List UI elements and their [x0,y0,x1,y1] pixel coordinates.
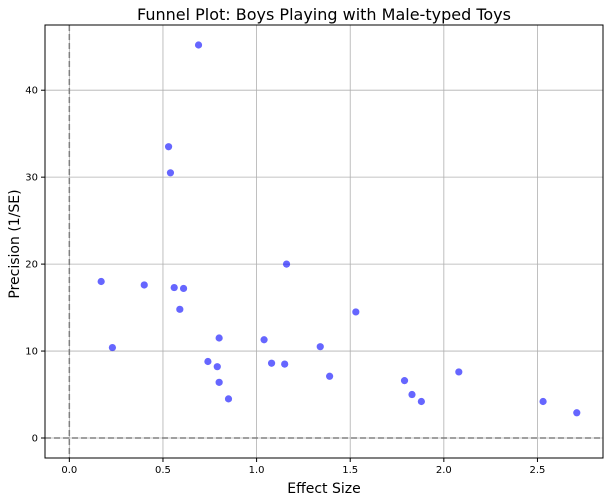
x-tick-label: 1.5 [342,465,358,476]
data-point [215,378,223,386]
plot-frame [44,24,604,459]
y-axis-label: Precision (1/SE) [7,189,23,298]
plot-area: 0.0 0.5 1.0 1.5 2.0 2.5 0 10 20 30 40 [25,24,604,476]
data-point [326,372,334,380]
data-point [539,397,547,406]
data-point [267,359,276,367]
data-point [224,395,233,403]
data-point [573,409,581,417]
data-point [179,284,188,293]
data-point [170,283,178,292]
data-point [408,390,416,399]
data-point [352,308,360,316]
x-tick-label: 0.5 [155,465,171,476]
data-point [108,343,117,352]
data-point [215,334,223,342]
y-tick-label: 30 [25,173,38,184]
data-point [166,169,175,177]
data-point [282,260,291,268]
x-tick-label: 1.0 [249,465,265,476]
y-tick-label: 20 [25,260,38,271]
y-tick-label: 0 [32,434,38,445]
data-point [316,343,324,351]
data-point [213,363,221,371]
data-point [417,397,425,406]
data-point [194,41,203,49]
data-point [97,277,105,286]
y-tick-label: 40 [25,86,38,97]
data-point [176,305,184,313]
data-point [204,357,212,366]
data-point [400,377,409,385]
data-point [455,368,463,376]
data-point [281,360,289,368]
chart-title: Funnel Plot: Boys Playing with Male-type… [137,5,511,24]
data-point [164,143,173,151]
data-point [140,281,148,289]
y-tick-label: 10 [25,347,38,358]
x-tick-label: 2.0 [436,465,452,476]
x-tick-label: 0.0 [61,465,77,476]
x-tick-label: 2.5 [530,465,546,476]
x-axis-label: Effect Size [287,481,360,497]
data-point [260,336,268,344]
